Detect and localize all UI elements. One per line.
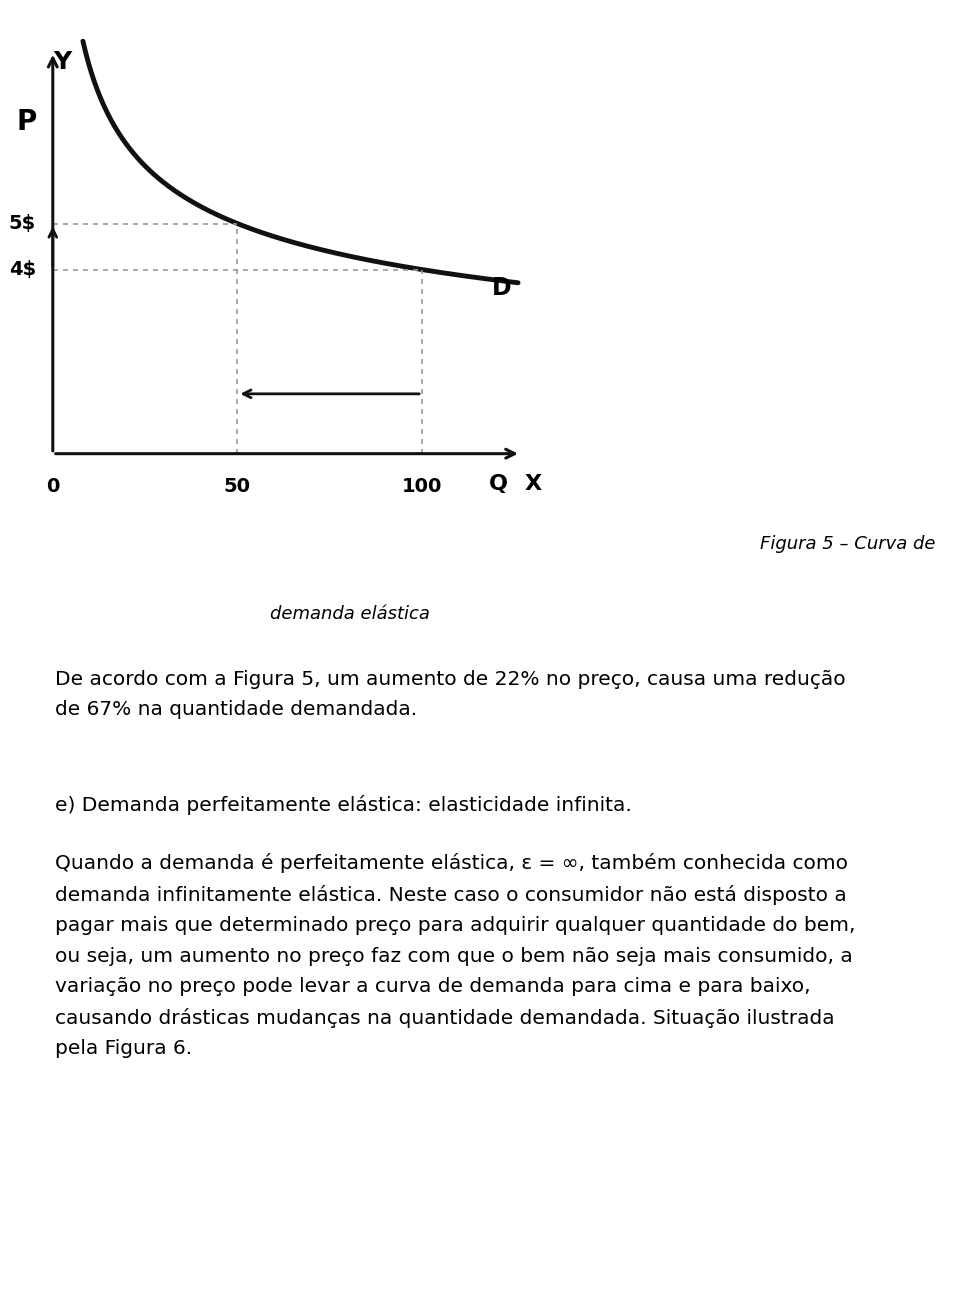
Text: e) Demanda perfeitamente elástica: elasticidade infinita.: e) Demanda perfeitamente elástica: elast…: [55, 796, 632, 815]
Text: 50: 50: [224, 477, 251, 496]
Text: 4$: 4$: [9, 260, 36, 279]
Text: De acordo com a Figura 5, um aumento de 22% no preço, causa uma redução
de 67% n: De acordo com a Figura 5, um aumento de …: [55, 671, 846, 719]
Text: X: X: [524, 475, 541, 494]
Text: 0: 0: [46, 477, 60, 496]
Text: demanda elástica: demanda elástica: [270, 605, 430, 623]
Text: Figura 5 – Curva de: Figura 5 – Curva de: [759, 535, 935, 554]
Text: Q: Q: [490, 475, 508, 494]
Text: Quando a demanda é perfeitamente elástica, ε = ∞, também conhecida como
demanda : Quando a demanda é perfeitamente elástic…: [55, 853, 855, 1059]
Text: Y: Y: [53, 50, 71, 74]
Text: P: P: [17, 108, 37, 137]
Text: 100: 100: [402, 477, 443, 496]
Text: D: D: [492, 276, 512, 300]
Text: 5$: 5$: [9, 214, 36, 233]
